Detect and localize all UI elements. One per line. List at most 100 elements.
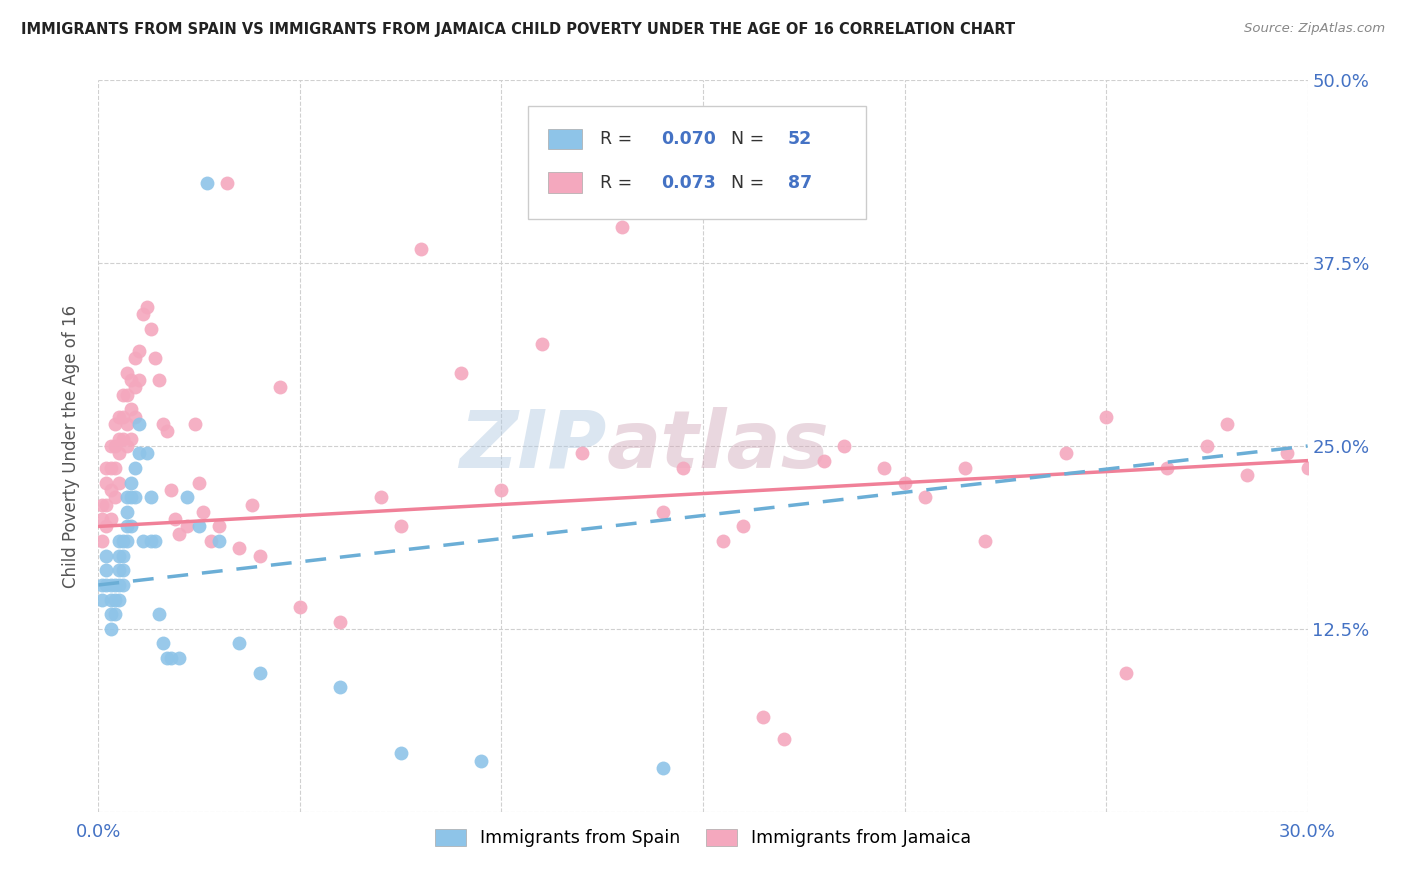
Point [120,432,142,446]
Text: atlas: atlas [606,407,830,485]
Point [651,505,673,519]
Point [120,402,142,417]
Point [672,461,695,475]
Point [96,563,118,577]
Point [249,665,271,680]
Point [914,490,936,504]
Point [148,373,170,387]
Point [208,519,231,533]
Point [249,549,271,563]
Point [208,534,231,549]
Point [103,490,125,504]
Point [124,351,146,366]
Point [103,578,125,592]
Text: Source: ZipAtlas.com: Source: ZipAtlas.com [1244,22,1385,36]
Point [139,322,162,336]
Text: N =: N = [731,174,769,192]
Point [156,651,179,665]
Text: 0.073: 0.073 [661,174,716,192]
Point [139,490,162,504]
Point [651,761,673,775]
Point [107,549,129,563]
Point [115,519,138,533]
Text: R =: R = [600,130,638,148]
Point [91,534,114,549]
Point [176,490,198,504]
Point [120,373,142,387]
Point [893,475,915,490]
Point [115,534,138,549]
Point [103,439,125,453]
Bar [548,128,582,149]
Point [269,380,291,394]
Point [733,519,755,533]
Point [115,505,138,519]
Point [1277,446,1299,460]
Point [96,549,118,563]
Point [96,578,118,592]
Point [100,578,122,592]
Point [91,592,114,607]
Point [389,746,412,760]
Point [752,709,775,723]
Point [115,417,138,431]
Point [530,336,553,351]
Text: 52: 52 [787,130,811,148]
Point [111,388,134,402]
Point [240,498,263,512]
Point [107,563,129,577]
Point [111,549,134,563]
Point [96,519,118,533]
Point [188,475,211,490]
Point [167,651,190,665]
Point [107,592,129,607]
Point [152,636,174,650]
Point [128,446,150,460]
Point [111,432,134,446]
Point [329,615,352,629]
Text: IMMIGRANTS FROM SPAIN VS IMMIGRANTS FROM JAMAICA CHILD POVERTY UNDER THE AGE OF : IMMIGRANTS FROM SPAIN VS IMMIGRANTS FROM… [21,22,1015,37]
Point [111,409,134,424]
Point [111,578,134,592]
Point [167,526,190,541]
Point [176,519,198,533]
Point [115,366,138,380]
Point [115,388,138,402]
Point [1156,461,1178,475]
Point [772,731,794,746]
Point [100,461,122,475]
Point [193,505,215,519]
Point [100,622,122,636]
Point [612,219,634,234]
Point [107,409,129,424]
Text: 0.070: 0.070 [661,130,716,148]
Point [124,380,146,394]
Point [143,534,166,549]
Point [103,461,125,475]
Bar [548,172,582,193]
Point [111,534,134,549]
Point [1216,417,1239,431]
Point [1095,409,1118,424]
Point [873,461,896,475]
Point [389,519,412,533]
Point [370,490,392,504]
Point [156,425,179,439]
Point [96,475,118,490]
Point [124,409,146,424]
Point [228,541,250,556]
FancyBboxPatch shape [527,106,866,219]
Legend: Immigrants from Spain, Immigrants from Jamaica: Immigrants from Spain, Immigrants from J… [427,822,979,855]
Point [470,754,492,768]
Point [188,519,211,533]
Point [115,490,138,504]
Point [107,432,129,446]
Point [184,417,207,431]
Point [1236,468,1258,483]
Point [288,599,311,614]
Point [120,519,142,533]
Point [1115,665,1137,680]
Point [832,439,855,453]
Point [120,490,142,504]
Point [1296,461,1319,475]
